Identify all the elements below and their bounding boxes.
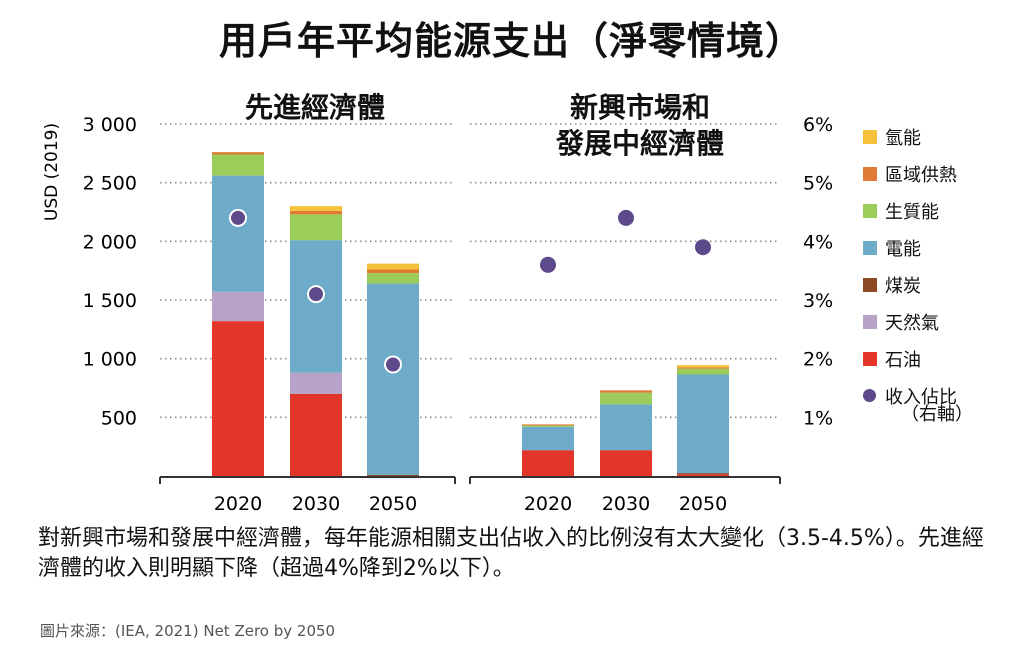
bar-segment-電能 <box>522 426 574 451</box>
bar-segment-生質能 <box>677 368 729 375</box>
y2-tick-label: 2% <box>803 349 833 371</box>
x-tick-label: 2020 <box>214 493 262 515</box>
caption: 對新興市場和發展中經濟體，每年能源相關支出佔收入的比例沒有太大變化（3.5-4.… <box>38 526 984 581</box>
legend-label: 石油 <box>885 349 921 371</box>
legend-swatch <box>863 389 876 402</box>
source-note: 圖片來源：(IEA, 2021) Net Zero by 2050 <box>40 622 336 640</box>
legend: 氫能區域供熱生質能電能煤炭天然氣石油收入佔比 （右軸） <box>863 118 973 426</box>
bar-segment-區域供熱 <box>522 424 574 426</box>
legend-label: 區域供熱 <box>885 164 957 186</box>
y-tick-label: 1 500 <box>83 290 137 312</box>
legend-note: （右軸） <box>901 404 973 425</box>
income-share-point <box>618 209 634 226</box>
bar-segment-區域供熱 <box>212 152 264 155</box>
bar-segment-生質能 <box>290 214 342 241</box>
x-tick-label: 2020 <box>524 493 572 515</box>
bar-segment-電能 <box>600 404 652 451</box>
income-share-point <box>384 355 402 374</box>
bar-segment-電能 <box>677 374 729 474</box>
bar-segment-天然氣 <box>212 291 264 322</box>
y2-tick-label: 3% <box>803 290 833 312</box>
bar-segment-生質能 <box>212 154 264 176</box>
bar-segment-生質能 <box>367 273 419 284</box>
y-tick-label: 3 000 <box>83 114 137 136</box>
legend-swatch <box>863 129 877 144</box>
bar-segment-電能 <box>290 240 342 373</box>
legend-item: 區域供熱 <box>863 155 973 192</box>
bar-segment-電能 <box>212 175 264 292</box>
y2-tick-label: 4% <box>803 231 833 253</box>
legend-label: 氫能 <box>885 127 921 149</box>
bar-segment-煤炭 <box>677 473 729 475</box>
x-tick-label: 2030 <box>292 493 340 515</box>
y-axis-label: USD (2019) <box>42 123 62 221</box>
panel-title-emerging: 新興市場和 發展中經濟體 <box>555 91 724 160</box>
legend-label: 生質能 <box>885 201 939 223</box>
legend-swatch <box>863 351 877 366</box>
legend-swatch <box>863 240 877 255</box>
legend-item: 天然氣 <box>863 303 973 340</box>
x-tick-label: 2050 <box>369 493 417 515</box>
chart-title: 用戶年平均能源支出（淨零情境） <box>218 19 804 63</box>
legend-label: 收入佔比 <box>885 386 957 408</box>
bar-segment-石油 <box>522 450 574 476</box>
bar-segment-煤炭 <box>367 474 419 476</box>
legend-swatch <box>863 203 877 218</box>
bar-segment-生質能 <box>600 392 652 405</box>
legend-swatch <box>863 314 877 329</box>
legend-swatch <box>863 277 877 292</box>
legend-item: 生質能 <box>863 192 973 229</box>
y-tick-label: 1 000 <box>83 349 137 371</box>
y-tick-label: 2 000 <box>83 231 137 253</box>
bar-segment-天然氣 <box>290 372 342 394</box>
y2-tick-label: 5% <box>803 173 833 195</box>
legend-label: 天然氣 <box>885 312 939 334</box>
bar-segment-區域供熱 <box>290 210 342 215</box>
legend-label: 電能 <box>885 238 921 260</box>
y2-tick-label: 1% <box>803 407 833 429</box>
legend-label: 煤炭 <box>885 275 921 297</box>
income-share-point <box>229 208 247 227</box>
bar-segment-區域供熱 <box>367 269 419 274</box>
panel-title-advanced: 先進經濟體 <box>244 91 385 124</box>
y-tick-label: 500 <box>101 407 137 429</box>
bar-segment-氫能 <box>367 263 419 270</box>
y2-tick-label: 6% <box>803 114 833 136</box>
bar-segment-氫能 <box>677 365 729 368</box>
bar-segment-電能 <box>367 283 419 475</box>
legend-swatch <box>863 166 877 181</box>
legend-item: 煤炭 <box>863 266 973 303</box>
income-share-point <box>695 239 711 256</box>
legend-item: 收入佔比 <box>863 377 973 414</box>
bar-segment-石油 <box>212 321 264 476</box>
legend-item: 石油 <box>863 340 973 377</box>
bar-segment-生質能 <box>522 425 574 427</box>
bar-segment-區域供熱 <box>677 367 729 369</box>
x-tick-label: 2030 <box>602 493 650 515</box>
x-tick-label: 2050 <box>679 493 727 515</box>
bar-segment-區域供熱 <box>600 390 652 393</box>
bar-segment-石油 <box>677 474 729 476</box>
bar-segment-氫能 <box>290 206 342 211</box>
income-share-point <box>307 285 325 304</box>
legend-item: 電能 <box>863 229 973 266</box>
bar-segment-石油 <box>600 450 652 476</box>
income-share-point <box>540 256 556 273</box>
bar-segment-石油 <box>290 393 342 476</box>
legend-item: 氫能 <box>863 118 973 155</box>
y-tick-label: 2 500 <box>83 173 137 195</box>
